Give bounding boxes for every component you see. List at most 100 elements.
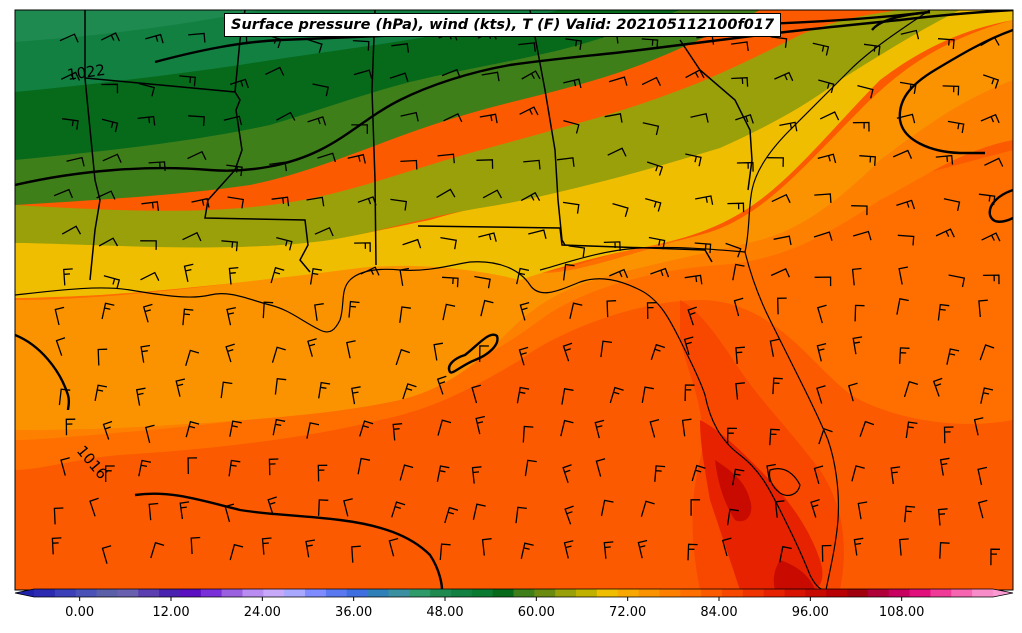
colorbar-segment xyxy=(54,589,77,597)
wind-barb xyxy=(482,189,503,199)
wind-barb xyxy=(265,66,285,76)
wind-barb xyxy=(813,465,824,484)
wind-barb xyxy=(982,274,1000,285)
wind-barb xyxy=(61,225,82,235)
wind-barb xyxy=(637,539,648,559)
wind-barb xyxy=(771,193,791,204)
wind-barb xyxy=(471,384,481,404)
wind-barb xyxy=(314,226,334,237)
wind-barb xyxy=(650,267,670,278)
wind-barb xyxy=(569,302,583,319)
wind-barb xyxy=(227,196,245,209)
colorbar-segment xyxy=(659,589,681,597)
colorbar-segment xyxy=(596,589,619,597)
wind-barb xyxy=(520,542,534,559)
wind-barb xyxy=(562,201,580,214)
wind-barb xyxy=(220,381,233,399)
wind-barb xyxy=(817,153,837,164)
wind-barb xyxy=(348,300,360,318)
wind-barb xyxy=(479,345,489,362)
wind-barb xyxy=(594,419,605,439)
wind-barb xyxy=(777,297,787,315)
wind-barb xyxy=(516,386,530,404)
wind-barb xyxy=(223,115,243,126)
wind-barb xyxy=(641,38,659,50)
wind-barb xyxy=(436,375,447,395)
colorbar-tick-label: 84.00 xyxy=(700,605,738,620)
wind-barb xyxy=(732,468,745,486)
wind-barb xyxy=(685,153,702,167)
wind-barb xyxy=(357,196,377,206)
colorbar-tick-label: 36.00 xyxy=(335,605,373,620)
colorbar-segment xyxy=(951,589,973,597)
wind-barb xyxy=(556,157,575,167)
colorbar-segment xyxy=(96,589,118,597)
wind-barb xyxy=(101,83,119,94)
colorbar-segment xyxy=(805,589,827,597)
colorbar-segment xyxy=(909,589,932,597)
wind-barb xyxy=(481,71,500,82)
wind-barb xyxy=(306,422,320,439)
wind-barb xyxy=(188,32,206,43)
wind-barb xyxy=(480,299,494,317)
wind-barb xyxy=(935,154,954,165)
wind-barb xyxy=(603,541,614,559)
wind-barb xyxy=(725,242,742,258)
wind-barb xyxy=(148,502,159,521)
wind-barb xyxy=(224,503,235,523)
colorbar-segment xyxy=(867,589,890,597)
wind-barb xyxy=(770,36,788,48)
wind-barb xyxy=(816,385,826,404)
wind-barb xyxy=(101,118,119,133)
wind-barb xyxy=(59,33,79,43)
colorbar-segment xyxy=(138,589,160,597)
wind-barb xyxy=(519,106,539,116)
wind-barb xyxy=(694,242,712,254)
wind-barb xyxy=(939,457,950,476)
wind-barb xyxy=(735,346,745,364)
wind-barb xyxy=(608,76,628,86)
wind-barb xyxy=(226,164,243,177)
wind-barb xyxy=(853,537,864,556)
wind-barb xyxy=(63,268,73,286)
wind-barb xyxy=(984,157,1004,167)
wind-barb xyxy=(515,506,527,524)
wind-barb xyxy=(947,120,965,134)
wind-barb xyxy=(185,420,200,438)
wind-barb xyxy=(731,41,749,51)
colorbar-segment xyxy=(513,589,535,597)
wind-barb xyxy=(562,464,572,484)
wind-barb xyxy=(769,428,780,446)
colorbar-under-triangle xyxy=(15,589,34,597)
wind-barb xyxy=(179,501,190,520)
wind-barb xyxy=(54,306,65,326)
colorbar-segment xyxy=(242,589,264,597)
wind-barb xyxy=(561,388,574,405)
wind-barb xyxy=(609,268,629,279)
wind-barb xyxy=(360,266,380,276)
wind-barb xyxy=(307,338,317,357)
wind-barb xyxy=(402,383,417,400)
colorbar-tick-label: 12.00 xyxy=(152,605,190,620)
wind-barb xyxy=(896,199,916,210)
temperature-band-63 xyxy=(15,10,960,248)
colorbar-segment xyxy=(388,589,410,597)
wind-barb xyxy=(896,113,916,124)
wind-barb xyxy=(980,36,1000,47)
wind-barb xyxy=(684,274,703,285)
wind-barb xyxy=(58,388,71,406)
wind-barb xyxy=(391,42,410,53)
wind-barb xyxy=(766,463,776,482)
wind-barb xyxy=(53,507,64,525)
temperature-band-84 xyxy=(715,460,752,522)
wind-barb xyxy=(305,539,316,558)
wind-barb xyxy=(857,84,874,99)
wind-barb xyxy=(897,234,915,246)
wind-barb xyxy=(150,541,165,559)
wind-barb xyxy=(982,74,1000,89)
colorbar-segment xyxy=(117,589,139,597)
wind-barb xyxy=(269,161,288,172)
colorbar-segment xyxy=(701,589,723,597)
wind-barb xyxy=(600,340,613,358)
colorbar-segment xyxy=(888,589,911,597)
